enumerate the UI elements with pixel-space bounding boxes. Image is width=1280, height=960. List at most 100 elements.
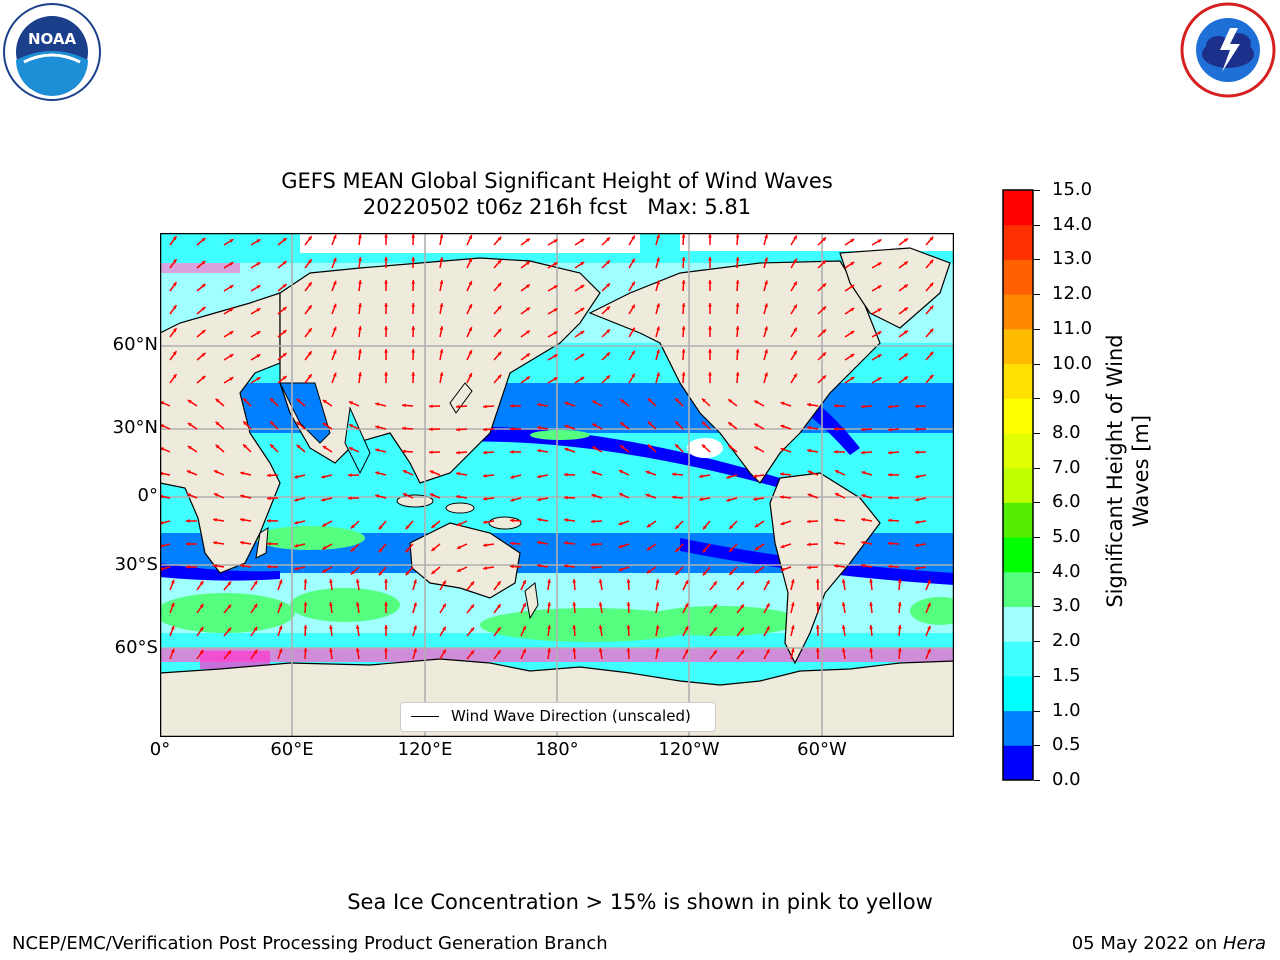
- wave-direction-arrowhead: [525, 353, 530, 358]
- wave-direction-arrowhead: [877, 354, 882, 358]
- wave-direction-arrowhead: [793, 373, 797, 378]
- colorbar-tick: [1034, 571, 1040, 573]
- colorbar-tick-label: 4.0: [1052, 560, 1081, 582]
- wave-direction-arrowhead: [754, 446, 759, 451]
- wave-direction-arrowhead: [646, 523, 651, 528]
- svg-text:NOAA: NOAA: [28, 30, 77, 48]
- wave-direction-arrowhead: [227, 650, 232, 655]
- wave-direction-arrowhead: [681, 234, 686, 238]
- wave-direction-arrowhead: [631, 258, 635, 263]
- wave-direction-arrowhead: [172, 282, 177, 287]
- lon-label-60e: 60°E: [270, 739, 314, 760]
- wave-direction-arrowhead: [282, 261, 287, 265]
- wave-direction-arrowhead: [877, 331, 882, 335]
- colorbar-bin: [1003, 745, 1033, 781]
- wave-direction-arrowhead: [877, 285, 882, 289]
- wave-direction-arrowhead: [572, 625, 577, 629]
- wave-direction-arrowhead: [793, 258, 797, 263]
- wave-direction-arrowhead: [201, 329, 206, 334]
- wave-direction-arrowhead: [256, 331, 261, 335]
- wave-direction-arrowhead: [780, 424, 785, 429]
- wave-direction-arrowhead: [626, 579, 631, 583]
- wave-direction-arrowhead: [229, 354, 234, 358]
- wave-direction-arrowhead: [322, 445, 327, 450]
- wave-direction-arrowhead: [620, 445, 625, 450]
- wave-direction-arrowhead: [619, 493, 624, 497]
- wave-direction-arrowhead: [378, 525, 383, 530]
- wave-direction-arrowhead: [681, 280, 686, 284]
- colorbar-tick-label: 14.0: [1052, 213, 1093, 235]
- wave-direction-arrowhead: [793, 350, 797, 355]
- wave-direction-arrowhead: [735, 372, 740, 376]
- wave-direction-arrowhead: [807, 542, 811, 547]
- wave-direction-arrowhead: [201, 283, 206, 288]
- wave-direction-arrowhead: [348, 473, 352, 478]
- wave-direction-arrowhead: [439, 372, 444, 377]
- wave-direction-arrowhead: [726, 498, 731, 502]
- wave-direction-arrowhead: [278, 648, 283, 653]
- wave-direction-arrowhead: [378, 571, 383, 576]
- colorbar-tick-label: 12.0: [1052, 283, 1093, 305]
- wave-direction-arrowhead: [655, 602, 660, 607]
- wave-direction-arrowhead: [213, 563, 217, 568]
- wave-direction-arrowhead: [510, 541, 514, 546]
- lon-label-180: 180°: [535, 739, 579, 760]
- colorbar-bin: [1003, 467, 1033, 503]
- wave-direction-arrowhead: [296, 421, 301, 426]
- wave-direction-arrowhead: [413, 579, 417, 584]
- colorbar-label: Significant Height of Wind Waves [m]: [1103, 334, 1153, 608]
- wave-direction-arrowhead: [598, 602, 603, 606]
- wave-direction-arrowhead: [170, 579, 175, 584]
- wave-direction-arrowhead: [861, 470, 866, 475]
- lat-label-eq: 0°: [137, 485, 158, 506]
- wave-direction-arrowhead: [740, 650, 744, 655]
- wave-direction-arrowhead: [850, 308, 855, 312]
- wave-direction-arrowhead: [740, 581, 744, 586]
- wave-direction-arrowhead: [411, 257, 416, 261]
- wave-direction-arrowhead: [307, 305, 312, 310]
- wave-direction-arrowhead: [240, 471, 245, 476]
- wave-direction-arrowhead: [656, 257, 660, 262]
- wave-direction-arrowhead: [580, 239, 585, 243]
- wave-direction-arrowhead: [303, 579, 308, 583]
- wave-direction-arrowhead: [869, 648, 874, 652]
- wave-direction-arrowhead: [213, 493, 218, 497]
- wave-direction-arrowhead: [647, 444, 652, 449]
- wave-direction-arrowhead: [355, 579, 360, 583]
- wave-direction-arrowhead: [729, 525, 734, 529]
- wave-direction-arrowhead: [199, 580, 204, 585]
- wave-direction-arrowhead: [780, 447, 785, 452]
- colorbar-tick: [1034, 502, 1040, 504]
- wave-direction-arrowhead: [764, 303, 768, 308]
- colorbar-tick-label: 6.0: [1052, 491, 1081, 513]
- wave-direction-arrowhead: [780, 401, 785, 406]
- colorbar-tick: [1034, 467, 1040, 469]
- wave-direction-arrowhead: [861, 404, 865, 409]
- wave-direction-arrowhead: [765, 580, 770, 585]
- wave-direction-arrowhead: [681, 257, 686, 261]
- wave-direction-arrowhead: [405, 548, 410, 553]
- wave-direction-arrowhead: [656, 372, 660, 377]
- wave-direction-arrowhead: [483, 404, 487, 409]
- wave-direction-arrowhead: [681, 372, 686, 376]
- wave-direction-arrowhead: [815, 602, 820, 606]
- wave-direction-arrowhead: [332, 303, 337, 308]
- wave-direction-arrowhead: [468, 350, 472, 355]
- wave-direction-arrowhead: [915, 427, 919, 432]
- footer-credit: NCEP/EMC/Verification Post Processing Pr…: [12, 933, 608, 954]
- footer-date-text: 05 May 2022 on: [1071, 933, 1223, 954]
- wave-direction-arrowhead: [701, 444, 706, 449]
- wave-direction-arrowhead: [215, 398, 220, 403]
- wave-direction-arrowhead: [172, 236, 177, 241]
- wave-direction-arrowhead: [270, 398, 275, 403]
- wave-direction-arrowhead: [358, 234, 362, 238]
- wave-direction-arrowhead: [713, 604, 717, 609]
- wave-direction-arrowhead: [626, 648, 631, 652]
- wave-direction-arrowhead: [790, 579, 795, 584]
- wave-direction-arrowhead: [861, 540, 865, 545]
- wave-direction-arrowhead: [580, 262, 585, 266]
- wave-direction-arrowhead: [850, 285, 855, 289]
- wave-direction-arrowhead: [834, 449, 838, 454]
- wave-direction-arrowhead: [564, 495, 568, 500]
- wave-direction-arrowhead: [303, 625, 308, 629]
